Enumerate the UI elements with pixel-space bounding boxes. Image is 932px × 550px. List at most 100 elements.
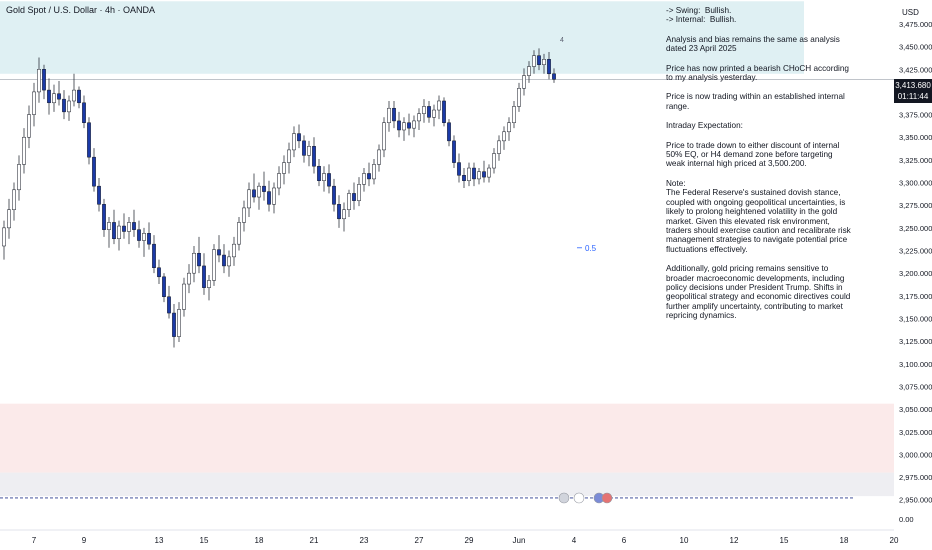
candle xyxy=(277,166,281,196)
candle xyxy=(397,111,401,138)
candle-body xyxy=(157,267,161,278)
candle-body xyxy=(117,225,121,239)
candle xyxy=(357,177,361,207)
candle xyxy=(232,236,236,266)
note-paragraph: Price has now printed a bearish CHoCH ac… xyxy=(666,63,852,83)
candle-body xyxy=(57,93,61,100)
candle xyxy=(7,198,11,239)
candle xyxy=(447,119,451,147)
candle xyxy=(257,182,261,210)
candle xyxy=(472,162,476,187)
candle xyxy=(267,180,271,212)
candle xyxy=(162,273,166,303)
note-paragraph: Additionally, gold pricing remains sensi… xyxy=(666,264,853,321)
candle-body xyxy=(492,153,496,169)
candle xyxy=(282,155,286,185)
candle-body xyxy=(322,173,326,181)
y-tick-label: 3,175.000 xyxy=(899,292,932,301)
candle-body xyxy=(402,122,406,131)
candle-body xyxy=(542,59,546,65)
candle xyxy=(312,137,316,174)
bar-countdown: 01:11:44 xyxy=(897,92,929,101)
candle-body xyxy=(87,122,91,158)
candle-body xyxy=(227,256,231,267)
y-tick-label: 3,450.000 xyxy=(899,43,932,52)
candle xyxy=(127,216,131,245)
candle xyxy=(2,220,6,260)
symbol-title: Gold Spot / U.S. Dollar · 4h · OANDA xyxy=(6,5,156,15)
candle-body xyxy=(282,162,286,174)
candle xyxy=(197,236,201,274)
candle xyxy=(297,124,301,149)
candle xyxy=(27,105,31,149)
candle xyxy=(247,182,251,217)
x-tick-label: 20 xyxy=(890,536,899,545)
candle-body xyxy=(297,133,301,142)
currency-label[interactable]: USD xyxy=(902,8,919,17)
economic-event-icon xyxy=(601,492,613,504)
candle-body xyxy=(197,252,201,267)
candle xyxy=(222,244,226,274)
candle-body xyxy=(142,233,146,241)
candle-body xyxy=(477,171,481,180)
y-tick-label: 3,050.000 xyxy=(899,405,932,414)
event-circle xyxy=(558,492,570,504)
candle-body xyxy=(82,102,86,123)
candle-body xyxy=(187,272,191,285)
events-layer xyxy=(558,492,613,504)
candle xyxy=(97,178,101,212)
x-tick-label: 4 xyxy=(572,536,577,545)
candle-body xyxy=(2,227,6,247)
y-tick-label: 3,275.000 xyxy=(899,201,932,210)
candle xyxy=(377,144,381,172)
candle-body xyxy=(277,173,281,189)
candle-body xyxy=(517,88,521,107)
candle-body xyxy=(457,162,461,176)
candle xyxy=(217,235,221,263)
candle xyxy=(392,100,396,129)
candle xyxy=(517,82,521,112)
zones-layer xyxy=(0,1,919,497)
candle xyxy=(402,117,406,141)
candle xyxy=(92,148,96,192)
candle-body xyxy=(207,280,211,288)
candle xyxy=(442,97,446,127)
candle-body xyxy=(372,164,376,180)
candle xyxy=(462,168,466,188)
y-tick-label: 3,375.000 xyxy=(899,111,932,120)
note-paragraph: -> Swing: Bullish. -> Internal: Bullish. xyxy=(666,6,737,25)
candle xyxy=(122,213,126,239)
candle-body xyxy=(357,184,361,201)
analysis-notes: -> Swing: Bullish. -> Internal: Bullish.… xyxy=(666,6,851,331)
candle-body xyxy=(237,222,241,245)
candle xyxy=(42,64,46,100)
candle-body xyxy=(452,140,456,163)
x-tick-label: 9 xyxy=(82,536,87,545)
candle xyxy=(157,259,161,285)
x-tick-label: 10 xyxy=(680,536,689,545)
candle xyxy=(82,95,86,129)
candle-body xyxy=(427,106,431,118)
candle-body xyxy=(302,140,306,156)
candle xyxy=(437,95,441,120)
candle-body xyxy=(77,89,81,104)
candle xyxy=(362,168,366,192)
candle-body xyxy=(107,222,111,230)
candle xyxy=(542,53,546,74)
candle-body xyxy=(252,189,256,198)
candle xyxy=(327,164,331,194)
candle xyxy=(207,274,211,301)
candle xyxy=(187,264,191,294)
candle xyxy=(407,113,411,136)
candle-body xyxy=(212,249,216,281)
candle xyxy=(422,99,426,123)
candle xyxy=(367,162,371,187)
x-tick-label: 6 xyxy=(622,536,627,545)
zone-mark: 4 xyxy=(560,37,564,44)
current-price-value: 3,413.680 xyxy=(895,81,931,90)
candle xyxy=(537,48,541,71)
y-tick-label: 3,125.000 xyxy=(899,337,932,346)
candle-body xyxy=(527,66,531,76)
candle xyxy=(102,198,106,237)
candle xyxy=(167,285,171,319)
